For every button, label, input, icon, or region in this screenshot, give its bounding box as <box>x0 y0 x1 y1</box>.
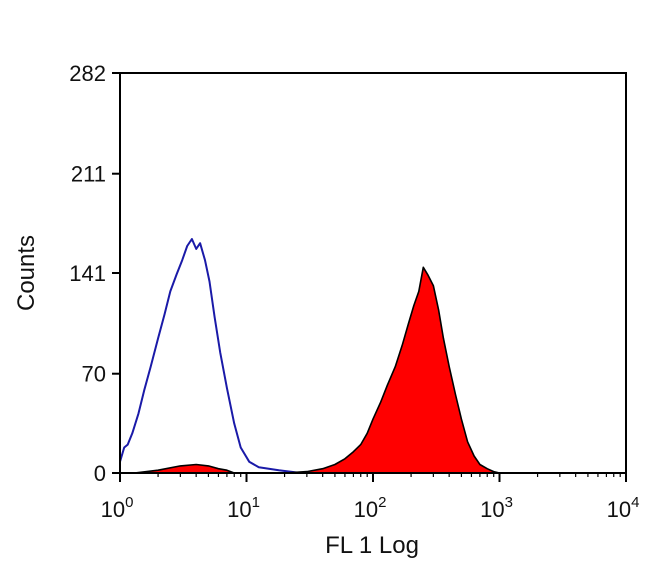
y-axis-title: Counts <box>13 235 40 311</box>
x-tick-label: 102 <box>354 494 387 522</box>
y-tick-label: 141 <box>69 261 106 286</box>
y-axis: 0 70 141 211 282 <box>69 61 120 486</box>
y-tick-label: 0 <box>94 461 106 486</box>
histogram-outline-0 <box>119 238 313 474</box>
y-tick-label: 211 <box>71 162 106 187</box>
x-tick-label: 100 <box>101 494 134 522</box>
x-axis: 100 101 102 103 104 <box>101 473 640 522</box>
x-tick-label: 103 <box>480 494 513 522</box>
y-tick-label: 282 <box>69 61 106 86</box>
series-layer <box>119 238 501 474</box>
y-tick-label: 70 <box>82 362 106 387</box>
x-tick-label: 104 <box>607 494 640 522</box>
x-tick-label: 101 <box>227 494 260 522</box>
histogram-filled-2 <box>283 266 501 474</box>
x-axis-title: FL 1 Log <box>325 532 419 559</box>
